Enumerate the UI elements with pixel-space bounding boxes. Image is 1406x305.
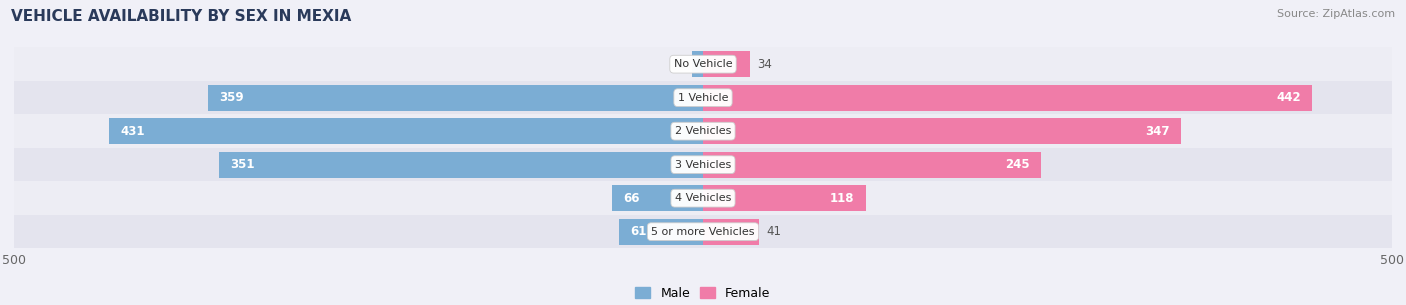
Bar [703, 84, 1312, 111]
Text: VEHICLE AVAILABILITY BY SEX IN MEXIA: VEHICLE AVAILABILITY BY SEX IN MEXIA [11, 9, 352, 24]
Text: Source: ZipAtlas.com: Source: ZipAtlas.com [1277, 9, 1395, 19]
Bar [619, 219, 703, 245]
Text: 5 or more Vehicles: 5 or more Vehicles [651, 227, 755, 237]
Bar [14, 47, 1392, 81]
Text: 351: 351 [231, 158, 254, 171]
Legend: Male, Female: Male, Female [630, 282, 776, 305]
Bar [208, 84, 703, 111]
Bar [703, 152, 1040, 178]
Bar [703, 219, 759, 245]
Bar [703, 185, 866, 211]
Text: 442: 442 [1277, 91, 1301, 104]
Text: 2 Vehicles: 2 Vehicles [675, 126, 731, 136]
Bar [703, 118, 1181, 144]
Bar [14, 181, 1392, 215]
Text: 4 Vehicles: 4 Vehicles [675, 193, 731, 203]
Bar [14, 114, 1392, 148]
Text: 118: 118 [830, 192, 855, 205]
Bar [14, 81, 1392, 114]
Text: 34: 34 [756, 58, 772, 71]
Text: 1 Vehicle: 1 Vehicle [678, 93, 728, 103]
Bar [14, 148, 1392, 181]
Text: 245: 245 [1005, 158, 1029, 171]
Text: 61: 61 [630, 225, 647, 238]
Text: 66: 66 [623, 192, 640, 205]
Bar [110, 118, 703, 144]
Bar [219, 152, 703, 178]
Text: 8: 8 [678, 58, 685, 71]
Text: 3 Vehicles: 3 Vehicles [675, 160, 731, 170]
Bar [14, 215, 1392, 249]
Bar [703, 51, 749, 77]
Text: 347: 347 [1146, 125, 1170, 138]
Bar [692, 51, 703, 77]
Text: No Vehicle: No Vehicle [673, 59, 733, 69]
Text: 359: 359 [219, 91, 245, 104]
Text: 431: 431 [120, 125, 145, 138]
Bar [612, 185, 703, 211]
Text: 41: 41 [766, 225, 782, 238]
